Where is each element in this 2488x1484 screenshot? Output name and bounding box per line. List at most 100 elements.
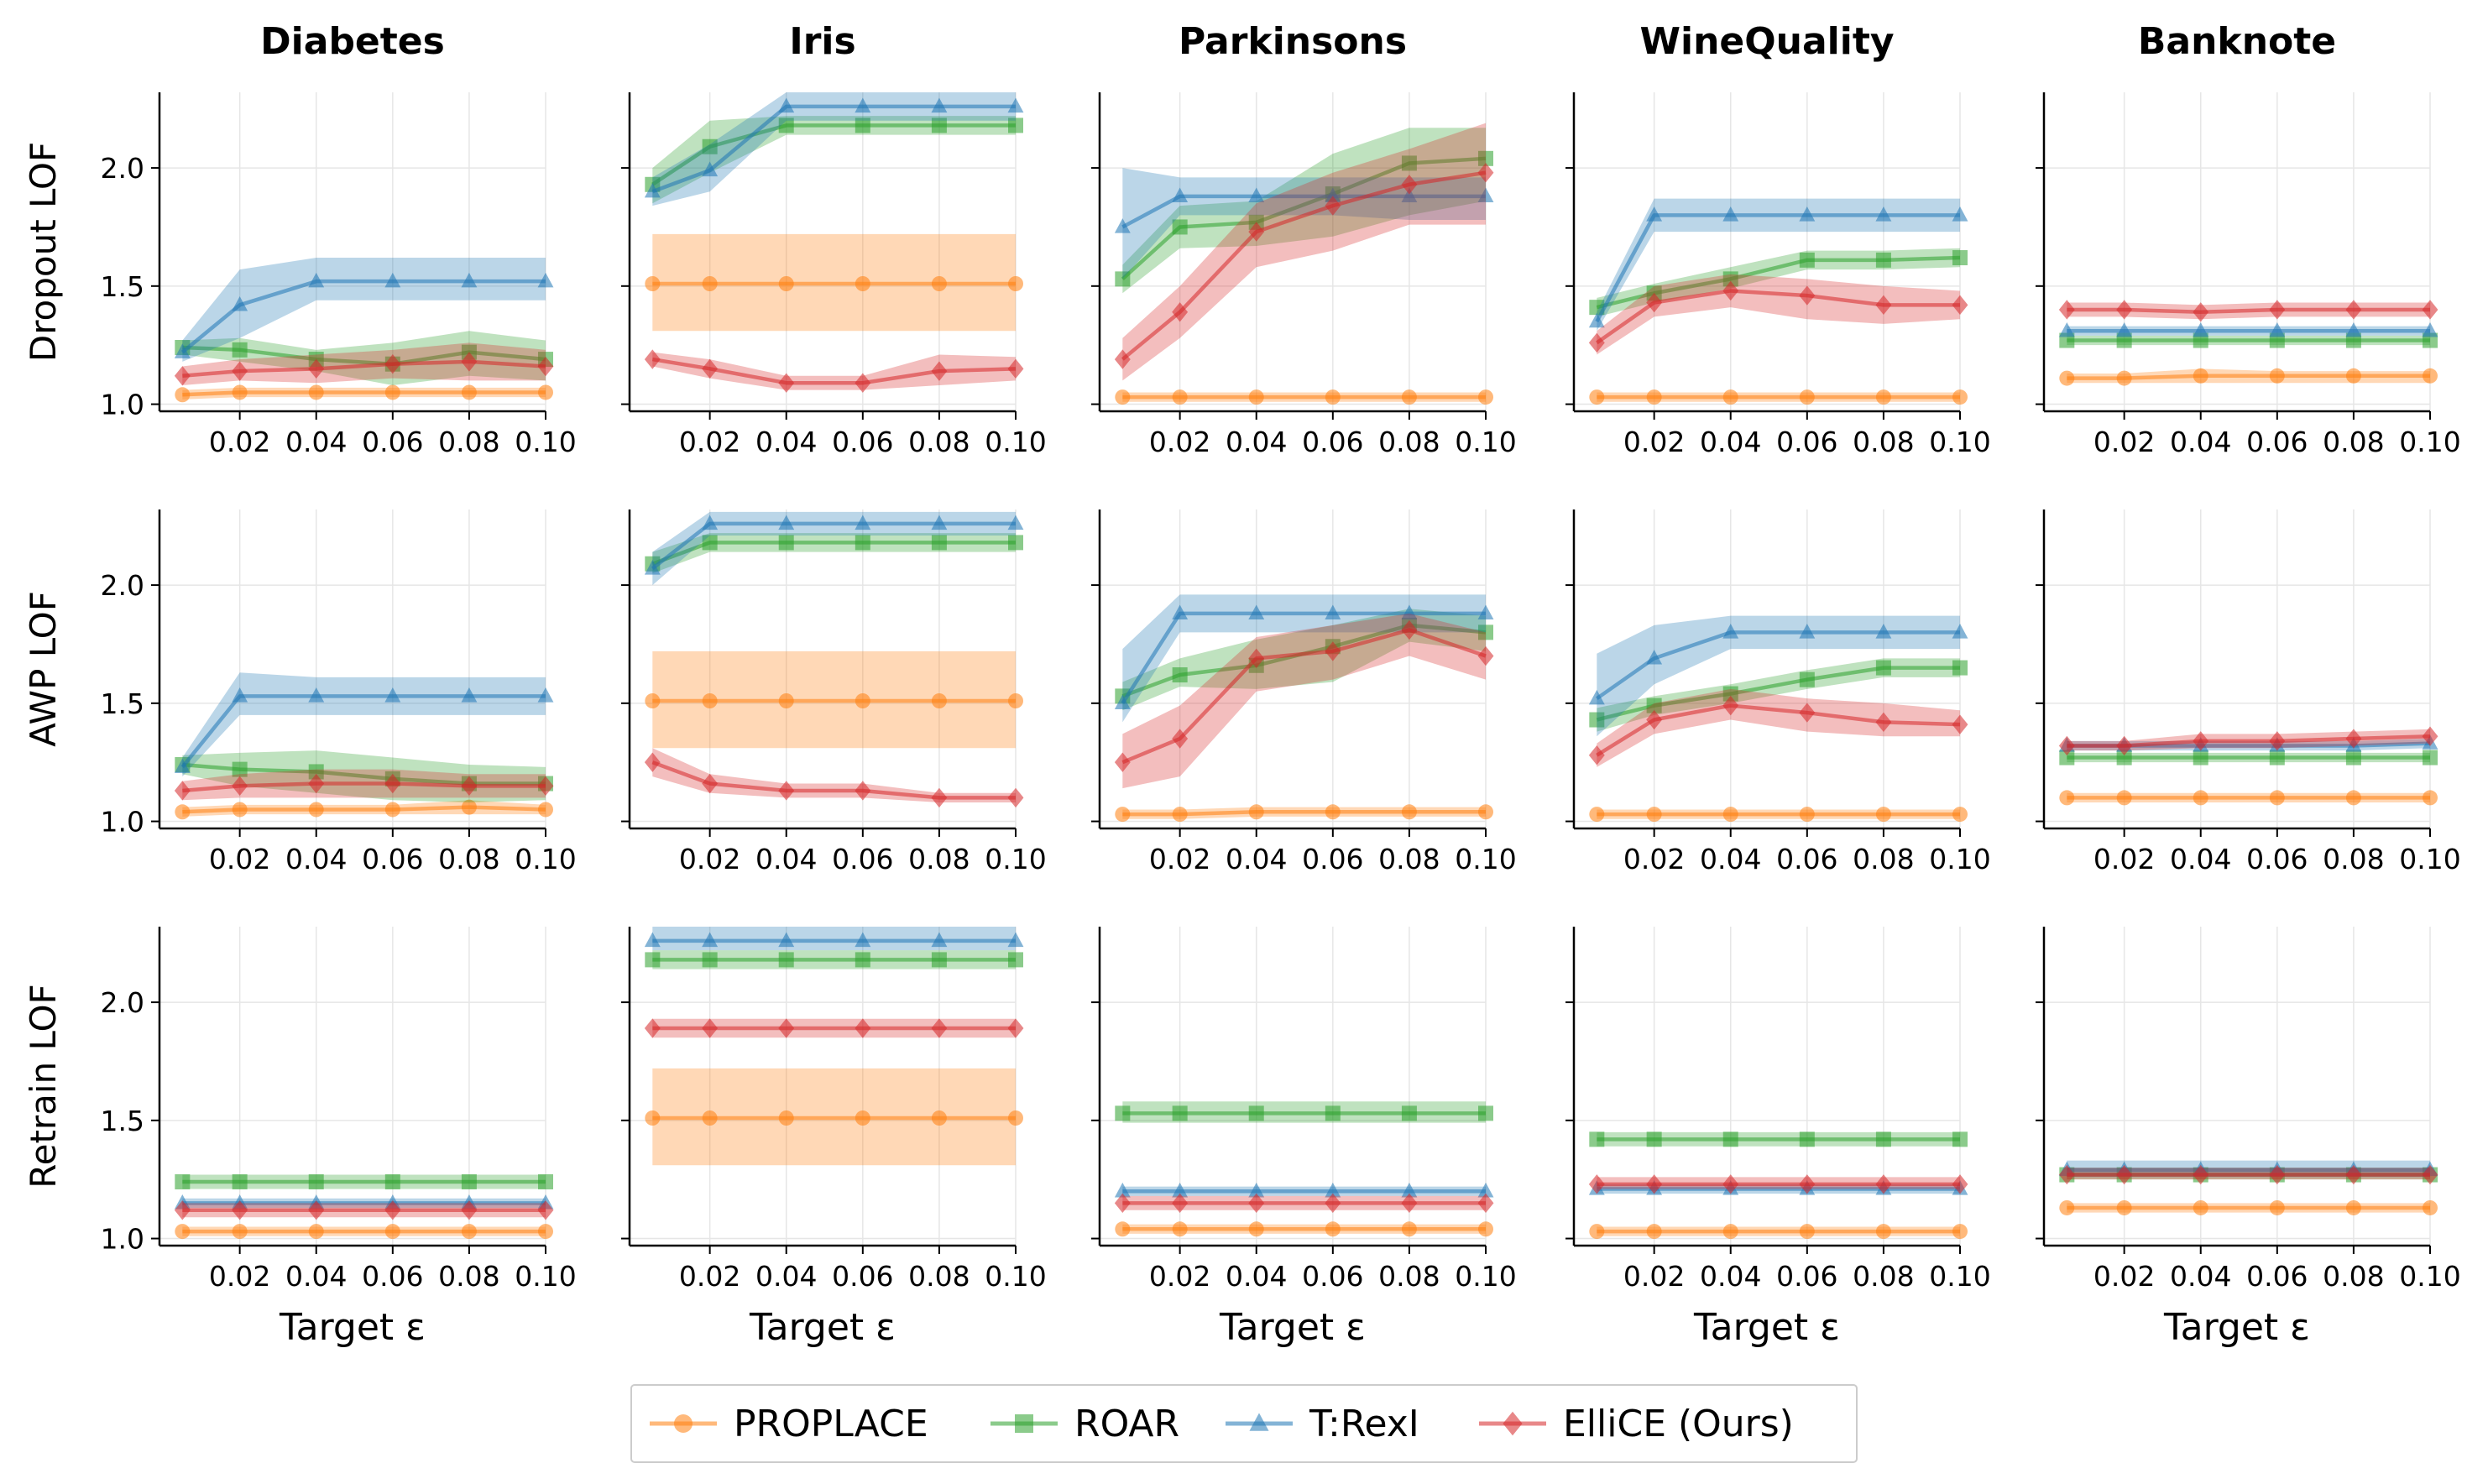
point-trex [1477,604,1494,620]
y-tick-label: 1.5 [101,270,144,303]
point-proplace [1952,1224,1968,1240]
series-proplace [645,651,1023,749]
y-tick-label: 2.0 [101,569,144,602]
point-proplace [1799,389,1815,405]
column-title-parkinsons: Parkinsons [1179,20,1407,63]
line-ellice [651,760,1016,800]
point-trex [2345,321,2362,337]
column-title-winequality: WineQuality [1639,20,1894,63]
x-tick-label: 0.06 [1302,426,1363,458]
point-ellice [1477,1193,1494,1214]
point-ellice [537,1200,554,1220]
x-tick-label: 0.06 [832,843,893,875]
point-trex [855,515,871,530]
point-trex [1401,604,1418,620]
point-trex [778,97,795,113]
point-ellice [2269,300,2286,320]
panel-banknote-retrain-lof: 0.02 0.04 0.06 0.08 0.10 Target ε [2036,927,2461,1349]
point-roar [2059,750,2075,766]
column-title-diabetes: Diabetes [260,20,445,63]
point-ellice [644,1018,661,1038]
panel-diabetes-retrain-lof: 0.02 0.04 0.06 0.08 0.10 1.0 1.5 2.0 Target ε [101,927,577,1349]
point-roar [1325,1105,1341,1121]
point-roar [1478,624,1493,640]
point-proplace [384,1224,400,1240]
x-tick-label: 0.06 [1302,843,1363,875]
point-ellice [1588,745,1605,766]
series-roar [175,1174,553,1189]
series-roar [645,533,1023,573]
x-tick-label: 0.02 [1149,843,1210,875]
series-ellice [644,748,1024,808]
point-ellice [644,349,661,369]
line-ellice [2067,307,2430,315]
series-proplace [1115,804,1493,823]
band-trex [652,92,1016,206]
series-proplace [2059,790,2438,806]
point-roar [855,952,870,968]
point-ellice [1646,709,1663,730]
point-roar [175,1174,191,1189]
point-roar [855,118,870,133]
point-roar [855,535,870,551]
point-trex [855,932,871,948]
band-ellice [652,748,1016,803]
point-roar [1478,150,1493,166]
point-roar [645,952,661,968]
point-ellice [232,776,248,797]
x-tick-label: 0.10 [515,1260,576,1293]
point-trex [1325,187,1341,203]
point-proplace [461,384,477,400]
x-tick-label: 0.06 [2246,426,2308,458]
line-roar [1596,255,1961,310]
band-roar [1597,248,1960,317]
y-tick-label: 1.0 [101,806,144,839]
x-tick-label: 0.10 [985,1260,1046,1293]
x-tick-label: 0.06 [2246,1260,2308,1293]
x-tick-label: 0.08 [908,843,970,875]
x-tick-label: 0.02 [1623,843,1685,875]
point-ellice [1401,1193,1418,1214]
point-ellice [232,1200,248,1220]
point-trex [2116,321,2133,337]
line-ellice [182,359,546,379]
point-proplace [175,1224,191,1240]
point-proplace [232,1224,248,1240]
line-roar [1596,666,1960,722]
line-roar [182,762,546,786]
point-proplace [1478,804,1493,820]
point-proplace [1008,276,1023,291]
point-roar [1248,1105,1264,1121]
series-proplace [645,233,1023,332]
x-tick-label: 0.10 [985,843,1046,875]
series-ellice [1588,274,1968,355]
point-ellice [308,773,325,794]
line-roar [1121,156,1487,281]
panel-winequality-awp-lof: 0.02 0.04 0.06 0.08 0.10 [1565,509,1991,875]
point-roar [1172,667,1188,683]
point-proplace [855,693,870,708]
point-proplace [1589,1224,1605,1240]
series-ellice [1588,688,1968,767]
point-trex [702,161,719,177]
band-ellice [1597,274,1960,355]
point-trex [308,687,325,703]
legend-entry-proplace: PROPLACE [650,1403,928,1445]
line-proplace [182,805,546,814]
point-ellice [2422,726,2438,746]
point-proplace [1172,1221,1188,1237]
point-roar [1589,1131,1605,1147]
series-proplace [2059,1199,2438,1215]
point-roar [2193,750,2208,766]
point-ellice [2345,300,2362,320]
point-ellice [1172,1193,1189,1214]
point-roar [538,1174,553,1189]
x-tick-label: 0.10 [1455,426,1516,458]
point-ellice [2193,1164,2209,1185]
point-ellice [1646,292,1663,313]
point-trex [1722,624,1739,639]
x-tick-label: 0.04 [755,426,817,458]
point-ellice [1875,295,1892,316]
column-title-banknote: Banknote [2138,20,2336,63]
panel-iris-dropout-lof: Iris 0.02 0.04 0.06 0.08 0.10 [621,20,1047,458]
